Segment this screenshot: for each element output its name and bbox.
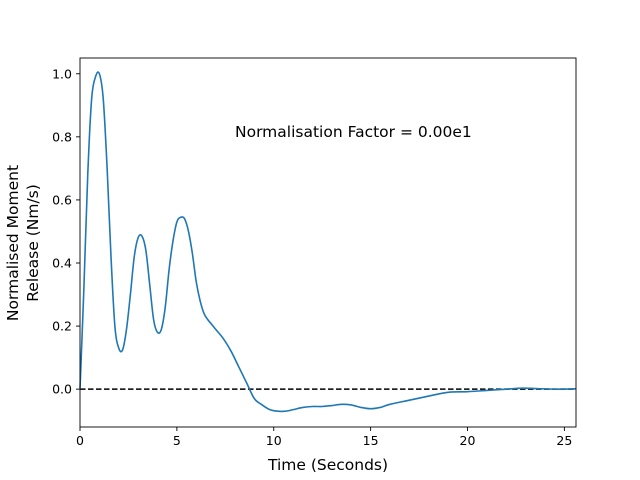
x-tick-label: 10 <box>266 433 282 448</box>
y-tick-label: 0.4 <box>52 256 72 271</box>
normalisation-factor-annotation: Normalisation Factor = 0.00e1 <box>235 123 472 141</box>
x-tick-group: 0 5 10 15 20 25 <box>76 427 572 448</box>
moment-release-line <box>79 71 577 413</box>
x-tick-label: 5 <box>173 433 181 448</box>
y-axis-label-line-1: Normalised Moment <box>4 165 22 321</box>
y-tick-label: 0.2 <box>52 319 72 334</box>
y-tick-label: 0.6 <box>52 192 72 207</box>
y-tick-label: 0.8 <box>52 129 72 144</box>
x-tick-label: 20 <box>460 433 476 448</box>
x-tick-label: 0 <box>76 433 84 448</box>
x-tick-label: 25 <box>556 433 572 448</box>
x-axis-label: Time (Seconds) <box>267 456 388 474</box>
y-axis-label-line-2: Release (Nm/s) <box>24 184 42 302</box>
plot-area-frame <box>79 57 577 428</box>
x-tick-label: 15 <box>363 433 379 448</box>
y-tick-label: 0.0 <box>52 382 72 397</box>
y-tick-group: 0.0 0.2 0.4 0.6 0.8 1.0 <box>52 66 80 397</box>
y-tick-label: 1.0 <box>52 66 72 81</box>
